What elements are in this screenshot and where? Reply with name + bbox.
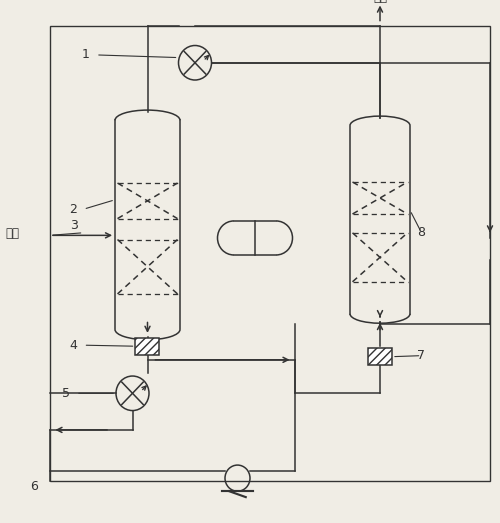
Bar bbox=[50, 26, 490, 481]
Text: 7: 7 bbox=[418, 349, 426, 362]
Text: 6: 6 bbox=[30, 480, 38, 493]
Text: 出料: 出料 bbox=[373, 0, 387, 4]
Bar bbox=[368, 348, 392, 365]
Text: 4: 4 bbox=[70, 339, 78, 351]
Text: 5: 5 bbox=[62, 387, 70, 400]
Text: 3: 3 bbox=[70, 220, 78, 232]
Text: 1: 1 bbox=[82, 49, 90, 61]
Text: 进料: 进料 bbox=[5, 228, 19, 240]
Text: 8: 8 bbox=[418, 226, 426, 239]
Text: 2: 2 bbox=[70, 203, 78, 215]
Bar bbox=[136, 338, 160, 355]
